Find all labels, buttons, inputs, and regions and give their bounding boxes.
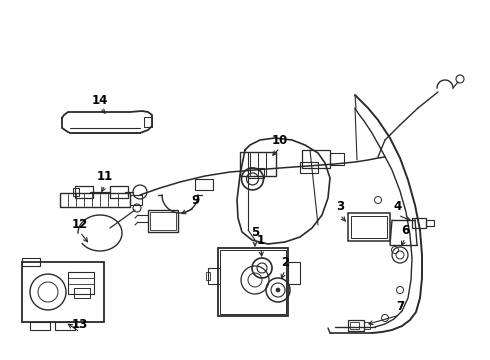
Bar	[348, 320, 364, 331]
Bar	[351, 216, 387, 238]
Text: 14: 14	[92, 94, 108, 107]
Bar	[364, 322, 370, 329]
Text: 2: 2	[281, 256, 289, 269]
Bar	[300, 162, 318, 173]
Text: 6: 6	[401, 224, 409, 237]
Bar	[30, 322, 50, 330]
Text: 9: 9	[191, 194, 199, 207]
Text: 3: 3	[336, 201, 344, 213]
Text: 5: 5	[251, 225, 259, 238]
Bar	[208, 268, 220, 284]
Bar	[348, 213, 390, 241]
Text: 13: 13	[72, 318, 88, 330]
Bar	[130, 195, 142, 205]
Bar	[148, 210, 178, 232]
Bar	[330, 153, 344, 165]
Text: 4: 4	[394, 201, 402, 213]
Bar	[218, 248, 288, 316]
Circle shape	[276, 288, 280, 292]
Bar	[74, 288, 90, 298]
Bar	[55, 322, 75, 330]
Bar	[22, 262, 104, 322]
Bar	[206, 272, 210, 280]
Text: 12: 12	[72, 217, 88, 230]
Bar	[110, 186, 128, 198]
Text: 11: 11	[97, 171, 113, 184]
Bar	[22, 258, 40, 266]
Bar	[302, 150, 330, 168]
Bar	[195, 179, 213, 190]
Bar	[220, 250, 286, 314]
Text: 7: 7	[396, 301, 404, 314]
Bar	[288, 262, 300, 284]
Bar	[73, 188, 79, 196]
Bar	[144, 117, 152, 127]
Bar	[60, 193, 130, 207]
Text: 1: 1	[257, 234, 265, 247]
Bar	[150, 212, 176, 230]
Bar	[412, 218, 426, 228]
Bar	[75, 186, 93, 198]
Bar	[248, 168, 264, 178]
Bar	[240, 152, 276, 176]
Bar	[68, 272, 94, 294]
Bar	[426, 220, 434, 226]
Text: 10: 10	[272, 134, 288, 147]
Bar	[350, 322, 359, 329]
